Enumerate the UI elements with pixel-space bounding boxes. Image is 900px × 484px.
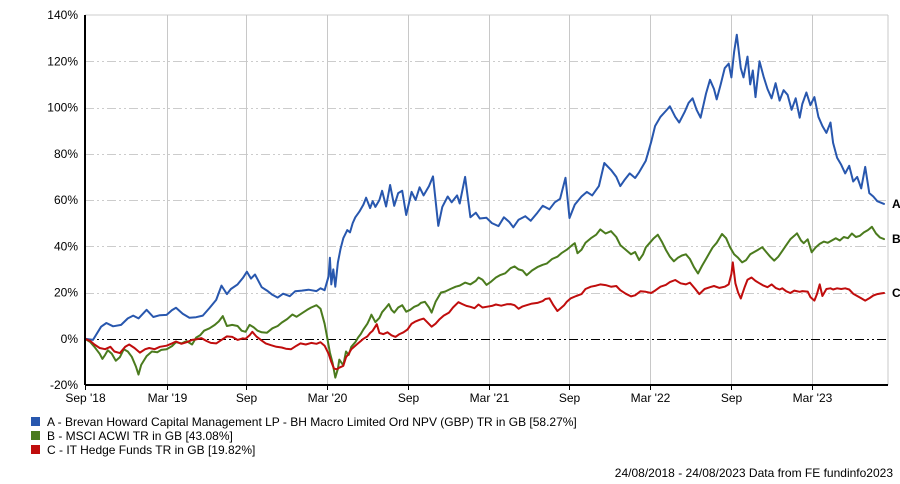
x-tick-label: Sep '18 (65, 391, 106, 405)
legend-row-c: C - IT Hedge Funds TR in GB [19.82%] (31, 442, 577, 457)
legend-label-b: B - MSCI ACWI TR in GB [43.08%] (47, 428, 233, 443)
y-tick-label: 0% (61, 332, 79, 346)
x-tick-label: Mar '21 (470, 391, 510, 405)
y-tick-label: 40% (54, 239, 78, 253)
y-tick-label: 80% (54, 147, 78, 161)
series-end-label-A: A (892, 197, 900, 211)
y-tick-label: 60% (54, 193, 78, 207)
series-line-A (84, 33, 885, 341)
y-tick-label: -20% (50, 378, 78, 392)
legend-swatch-b-icon (31, 431, 40, 440)
legend-swatch-c-icon (31, 445, 40, 454)
legend-label-c: C - IT Hedge Funds TR in GB [19.82%] (47, 442, 256, 457)
legend-label-a: A - Brevan Howard Capital Management LP … (47, 414, 577, 429)
y-tick-label: 120% (47, 54, 78, 68)
x-tick-label: Mar '20 (308, 391, 348, 405)
legend-swatch-a-icon (31, 417, 40, 426)
x-tick-label: Sep (236, 391, 258, 405)
series-end-label-B: B (892, 232, 900, 246)
legend-row-b: B - MSCI ACWI TR in GB [43.08%] (31, 428, 577, 443)
chart-legend: A - Brevan Howard Capital Management LP … (31, 415, 577, 457)
x-tick-label: Mar '22 (631, 391, 671, 405)
y-tick-label: 100% (47, 101, 78, 115)
series-line-B (84, 225, 885, 379)
series-line-C (84, 261, 885, 371)
y-tick-label: 20% (54, 286, 78, 300)
x-tick-label: Mar '19 (148, 391, 188, 405)
legend-row-a: A - Brevan Howard Capital Management LP … (31, 414, 577, 429)
chart-area: A B C Sep '18 Mar '19 Sep Mar '20 Sep Mar '21 Sep… (47, 8, 900, 405)
x-tick-label: Mar '23 (793, 391, 833, 405)
x-tick-label: Sep (721, 391, 743, 405)
series-end-label-C: C (892, 286, 900, 300)
performance-chart: A B C Sep '18 Mar '19 Sep Mar '20 Sep Mar '21 Sep… (47, 8, 900, 405)
date-range-source-text: 24/08/2018 - 24/08/2023 Data from FE fun… (614, 466, 893, 480)
y-tick-label: 140% (47, 8, 78, 22)
x-tick-label: Sep (559, 391, 581, 405)
x-tick-label: Sep (398, 391, 420, 405)
